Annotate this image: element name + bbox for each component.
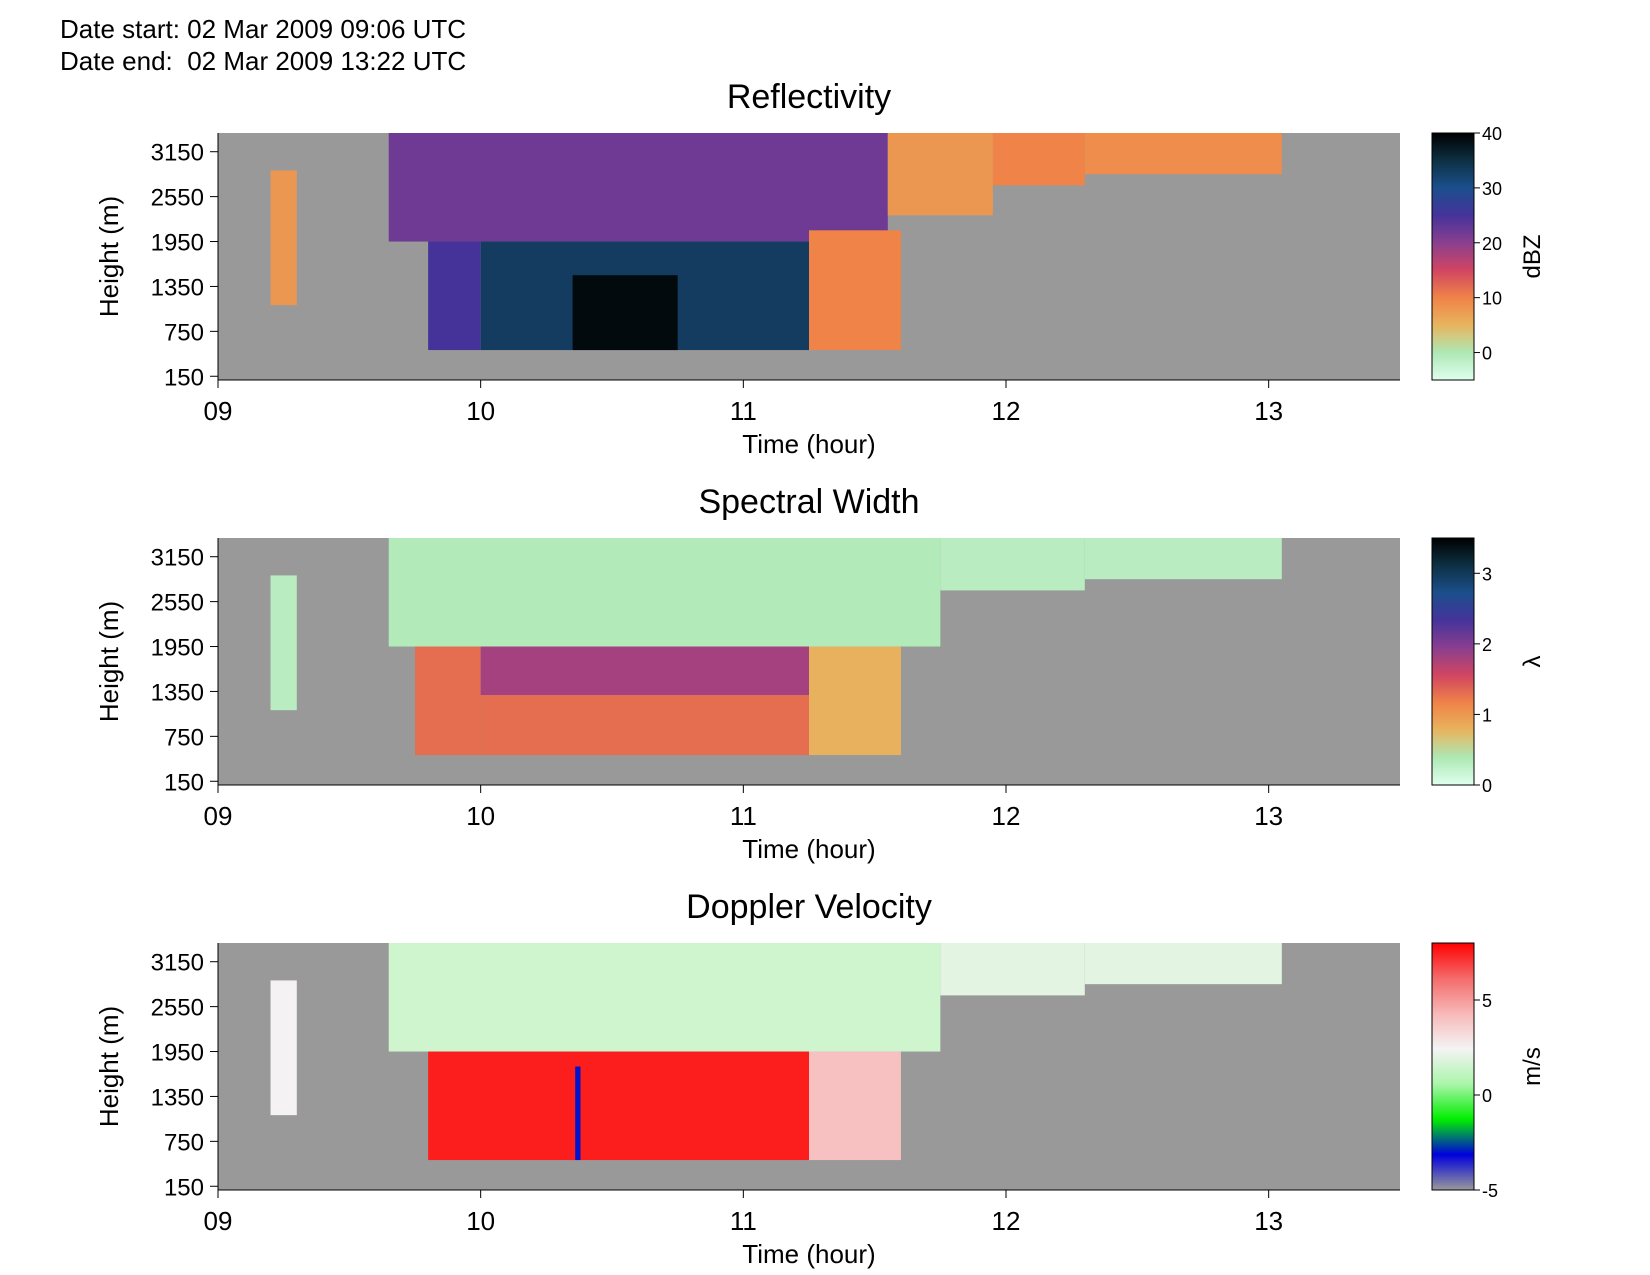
x-tick-label: 09 xyxy=(204,1206,233,1236)
y-tick-label: 1350 xyxy=(151,274,204,301)
data-cell xyxy=(887,133,993,216)
x-axis-label: Time (hour) xyxy=(742,834,875,864)
panel-2: Doppler Velocity150750135019502550315009… xyxy=(94,888,1546,1269)
data-cell xyxy=(270,170,297,306)
colorbar-label: dBZ xyxy=(1519,234,1546,278)
data-cell xyxy=(809,230,901,351)
data-cell xyxy=(388,943,941,1052)
colorbar-tick-label: 0 xyxy=(1482,344,1492,364)
colorbar-tick-label: 30 xyxy=(1482,179,1502,199)
colorbar-label: λ xyxy=(1519,656,1546,668)
x-tick-label: 10 xyxy=(466,801,495,831)
y-tick-label: 3150 xyxy=(151,545,204,572)
colorbar-tick-label: 40 xyxy=(1482,124,1502,144)
colorbar xyxy=(1431,132,1475,381)
colorbar-tick-label: 20 xyxy=(1482,234,1502,254)
x-tick-label: 10 xyxy=(466,1206,495,1236)
colorbar-label: m/s xyxy=(1519,1047,1546,1086)
data-cell xyxy=(940,943,1085,996)
date-start-label: Date start: 02 Mar 2009 09:06 UTC xyxy=(60,14,467,44)
data-cell xyxy=(270,575,297,711)
y-tick-label: 3150 xyxy=(151,950,204,977)
colorbar xyxy=(1431,537,1475,786)
colorbar xyxy=(1431,942,1475,1191)
colorbar-tick-label: 10 xyxy=(1482,289,1502,309)
x-tick-label: 11 xyxy=(730,1206,757,1236)
colorbar-tick-label: 1 xyxy=(1482,705,1492,725)
y-tick-label: 2550 xyxy=(151,590,204,617)
y-tick-label: 1950 xyxy=(151,635,204,662)
colorbar-tick-label: 5 xyxy=(1482,991,1492,1011)
data-cell xyxy=(940,538,1085,591)
panel-title: Spectral Width xyxy=(698,483,919,521)
y-tick-label: 150 xyxy=(164,364,204,391)
data-cell xyxy=(480,646,809,696)
data-cell xyxy=(428,1051,809,1161)
x-tick-label: 09 xyxy=(204,396,233,426)
data-cell xyxy=(575,1066,581,1161)
y-tick-label: 1350 xyxy=(151,679,204,706)
data-cell xyxy=(480,695,809,756)
y-tick-label: 750 xyxy=(164,319,204,346)
data-cell xyxy=(270,980,297,1116)
data-cell xyxy=(1084,538,1282,580)
colorbar-tick-label: 0 xyxy=(1482,1086,1492,1106)
y-tick-label: 150 xyxy=(164,769,204,796)
y-tick-label: 2550 xyxy=(151,995,204,1022)
data-cell xyxy=(1084,943,1282,985)
date-end-label: Date end: 02 Mar 2009 13:22 UTC xyxy=(60,46,467,76)
x-axis-label: Time (hour) xyxy=(742,1239,875,1269)
y-tick-label: 1950 xyxy=(151,230,204,257)
y-tick-label: 3150 xyxy=(151,140,204,167)
x-tick-label: 11 xyxy=(730,801,757,831)
panel-title: Doppler Velocity xyxy=(686,888,932,926)
panel-title: Reflectivity xyxy=(727,78,891,116)
y-tick-label: 750 xyxy=(164,724,204,751)
colorbar-tick-label: 0 xyxy=(1482,776,1492,796)
data-cell xyxy=(572,275,678,351)
y-tick-label: 1350 xyxy=(151,1084,204,1111)
y-axis-label: Height (m) xyxy=(94,1006,124,1127)
x-tick-label: 12 xyxy=(992,801,1021,831)
y-axis-label: Height (m) xyxy=(94,601,124,722)
colorbar-tick-label: -5 xyxy=(1482,1181,1498,1201)
y-tick-label: 2550 xyxy=(151,185,204,212)
data-cell xyxy=(415,646,481,756)
data-cell xyxy=(809,1051,901,1161)
y-tick-label: 1950 xyxy=(151,1040,204,1067)
x-axis-label: Time (hour) xyxy=(742,429,875,459)
x-tick-label: 13 xyxy=(1254,396,1283,426)
x-tick-label: 12 xyxy=(992,1206,1021,1236)
x-tick-label: 13 xyxy=(1254,1206,1283,1236)
data-cell xyxy=(428,241,481,351)
data-cell xyxy=(388,133,888,242)
data-cell xyxy=(388,538,941,647)
colorbar-tick-label: 2 xyxy=(1482,635,1492,655)
y-axis-label: Height (m) xyxy=(94,196,124,317)
colorbar-tick-label: 3 xyxy=(1482,564,1492,584)
x-tick-label: 09 xyxy=(204,801,233,831)
x-tick-label: 11 xyxy=(730,396,757,426)
y-tick-label: 750 xyxy=(164,1129,204,1156)
panel-0: Reflectivity 150 750 1350 1950 2550 3150 09 10 11… xyxy=(94,78,1546,459)
x-tick-label: 12 xyxy=(992,396,1021,426)
data-cell xyxy=(992,133,1085,186)
data-cell xyxy=(1084,133,1282,175)
y-tick-label: 150 xyxy=(164,1174,204,1201)
x-tick-label: 10 xyxy=(466,396,495,426)
data-cell xyxy=(809,646,901,756)
x-tick-label: 13 xyxy=(1254,801,1283,831)
